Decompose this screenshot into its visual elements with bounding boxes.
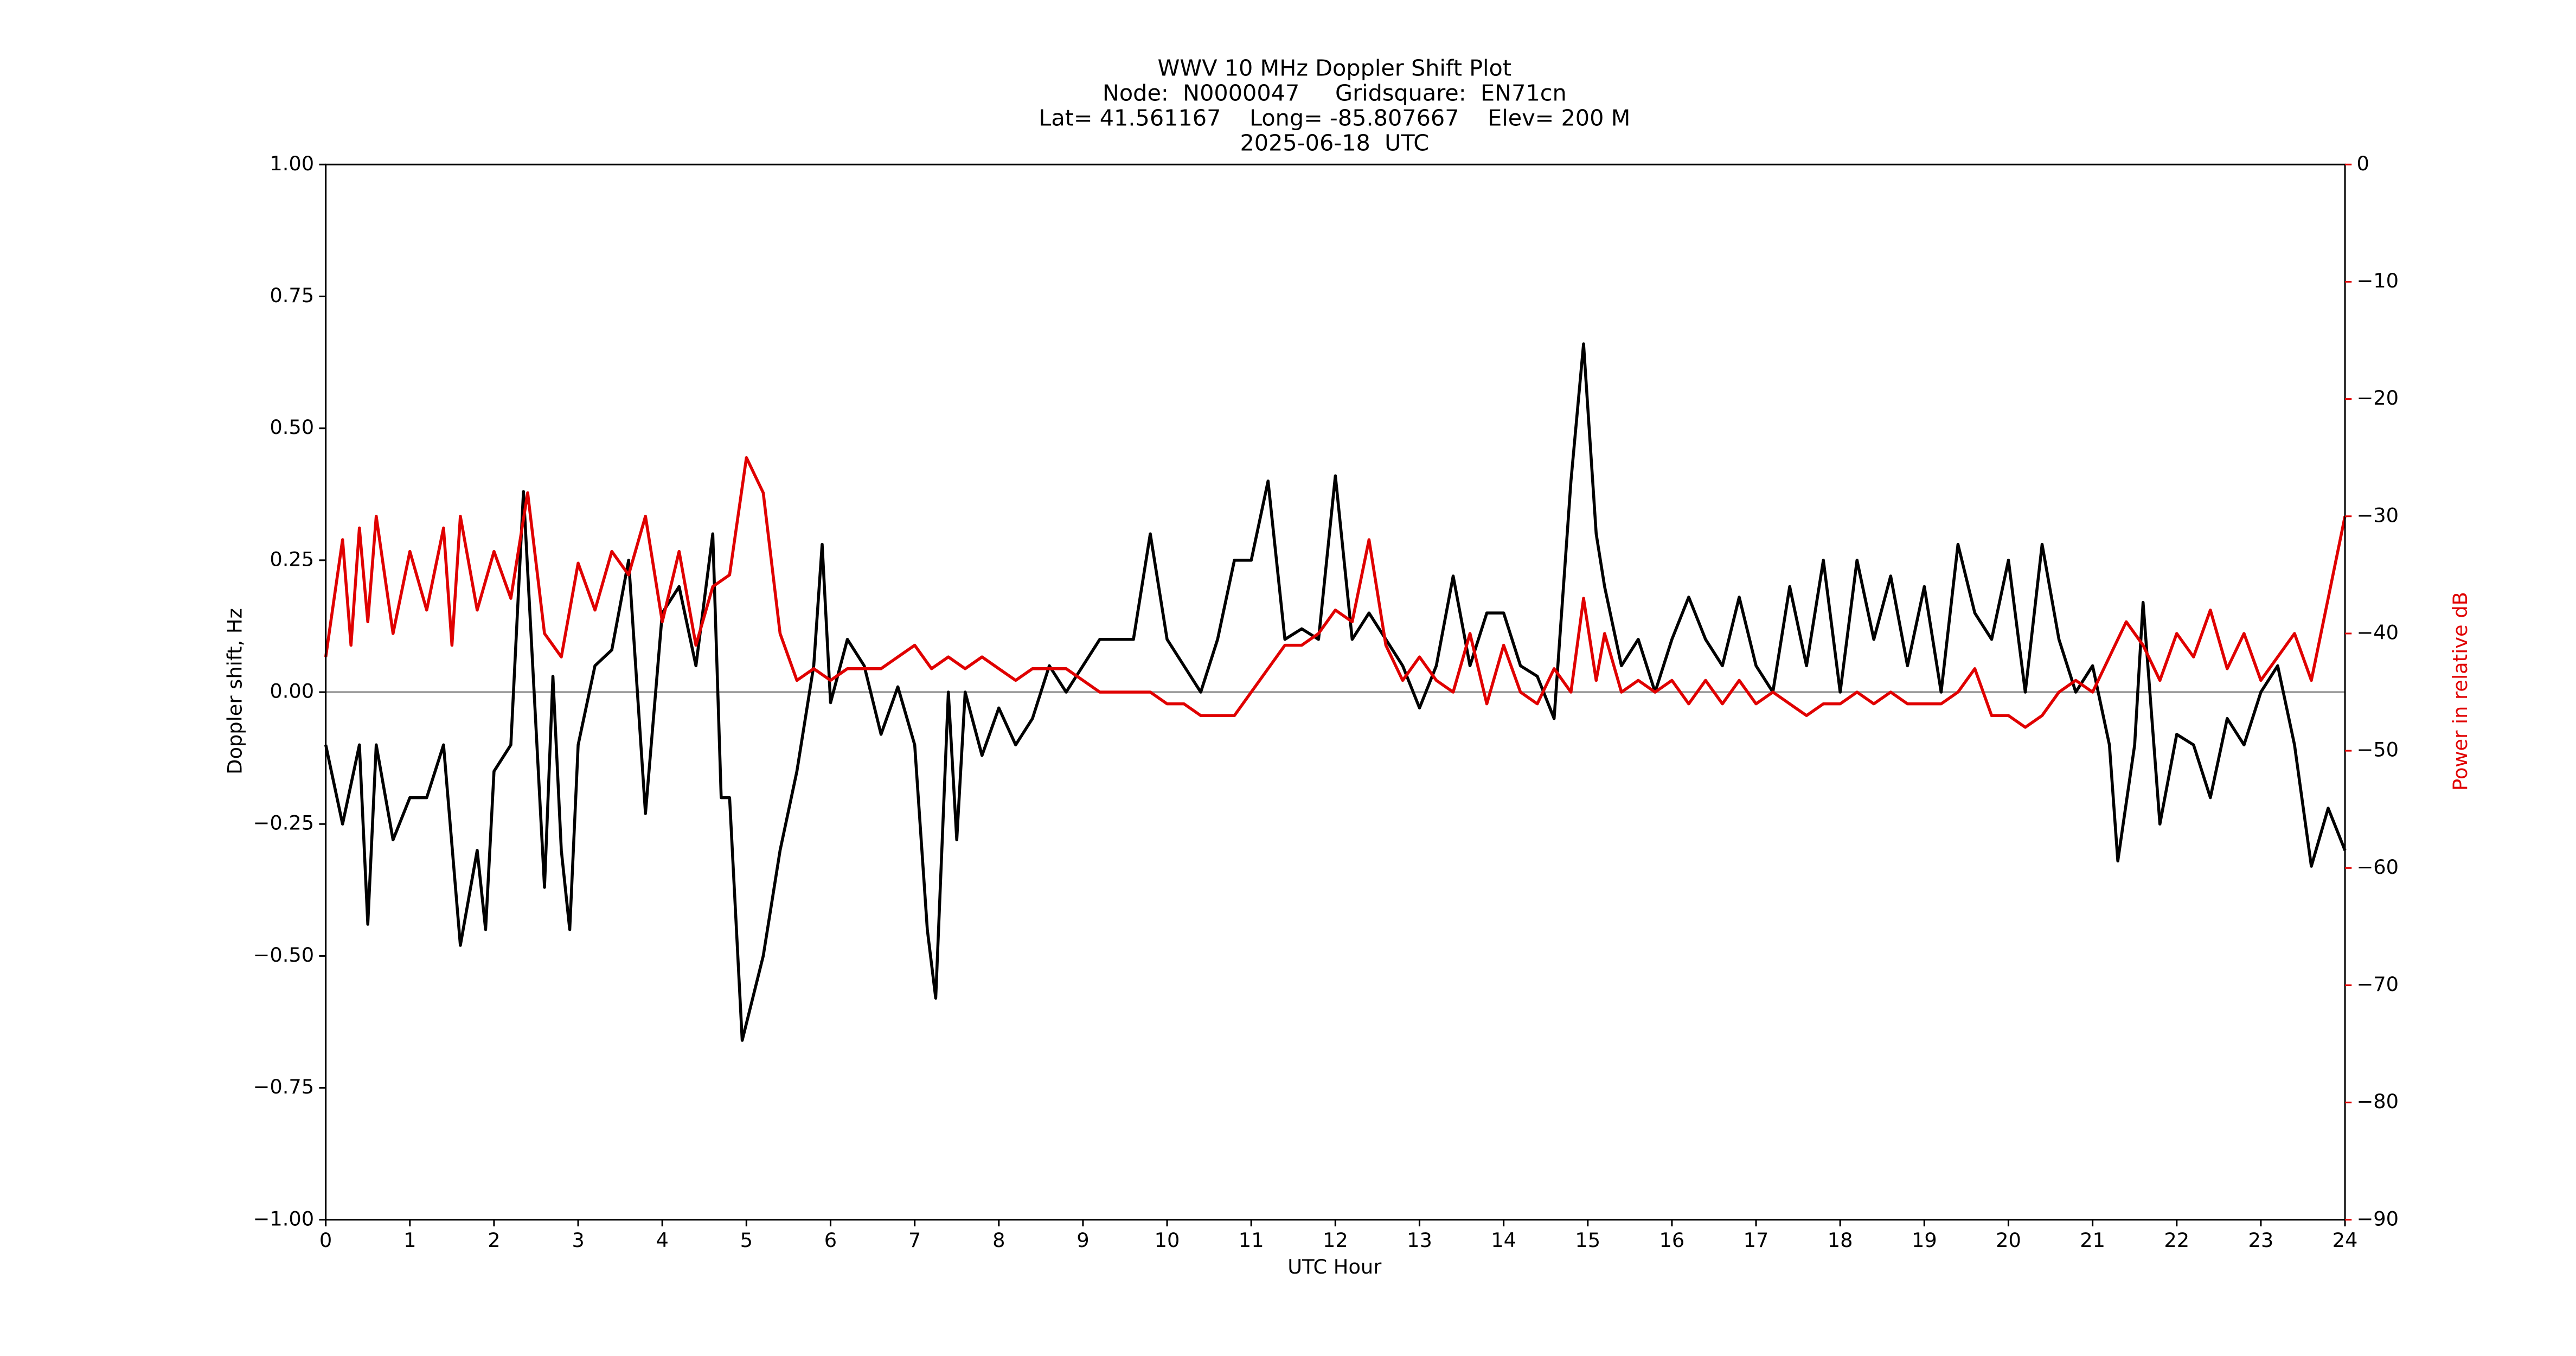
x-tick-label: 10 [1155,1229,1180,1252]
x-tick-label: 4 [656,1229,669,1252]
x-tick-label: 24 [2333,1229,2358,1252]
x-tick-label: 22 [2164,1229,2189,1252]
y-tick-label: 0.25 [270,547,314,571]
x-tick-label: 17 [1744,1229,1769,1252]
chart-title: WWV 10 MHz Doppler Shift Plot [1158,55,1512,81]
y2-axis-label: Power in relative dB [2449,592,2472,791]
y-tick-label: 0.75 [270,284,314,307]
y2-tick-label: −40 [2356,621,2399,644]
y-tick-label: −1.00 [253,1207,315,1230]
x-tick-label: 8 [992,1229,1005,1252]
x-tick-label: 0 [319,1229,332,1252]
x-tick-label: 21 [2080,1229,2105,1252]
y2-tick-label: −20 [2356,386,2399,410]
chart-subtitle: 2025-06-18 UTC [1240,130,1429,156]
data-line [324,456,2347,729]
x-tick-label: 5 [740,1229,753,1252]
y2-tick-label: 0 [2356,152,2369,175]
x-tick-label: 12 [1323,1229,1348,1252]
x-tick-label: 7 [908,1229,921,1252]
y2-tick-label: −60 [2356,855,2399,879]
y-tick-label: 0.00 [270,680,314,703]
y2-tick-label: −80 [2356,1090,2399,1113]
x-tick-label: 18 [1828,1229,1853,1252]
x-tick-label: 6 [824,1229,837,1252]
x-tick-label: 1 [403,1229,416,1252]
y2-tick-label: −30 [2356,503,2399,527]
x-tick-label: 23 [2248,1229,2274,1252]
y-tick-label: −0.75 [253,1075,315,1098]
x-tick-label: 15 [1575,1229,1600,1252]
x-tick-label: 9 [1076,1229,1089,1252]
x-tick-label: 13 [1407,1229,1432,1252]
x-tick-label: 14 [1491,1229,1516,1252]
y-tick-label: −0.50 [253,943,315,967]
x-tick-label: 19 [1912,1229,1937,1252]
y-tick-label: 1.00 [270,152,314,175]
x-tick-label: 11 [1239,1229,1264,1252]
y2-tick-label: −70 [2356,973,2399,996]
y-tick-label: −0.25 [253,811,315,835]
chart-subtitle: Node: N0000047 Gridsquare: EN71cn [1103,80,1567,106]
data-line [324,342,2347,1042]
x-tick-label: 2 [488,1229,500,1252]
x-axis-label: UTC Hour [1287,1255,1382,1278]
chart-subtitle: Lat= 41.561167 Long= -85.807667 Elev= 20… [1039,105,1630,131]
y2-tick-label: −90 [2356,1207,2399,1230]
x-tick-label: 3 [572,1229,584,1252]
y-axis-label: Doppler shift, Hz [223,608,247,775]
y2-tick-label: −10 [2356,269,2399,292]
y2-tick-label: −50 [2356,738,2399,762]
x-tick-label: 16 [1659,1229,1685,1252]
x-tick-label: 20 [1996,1229,2021,1252]
y-tick-label: 0.50 [270,415,314,439]
